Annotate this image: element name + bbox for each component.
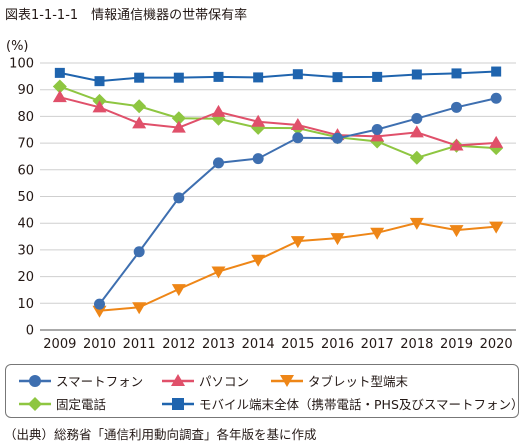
x-tick-label: 2009 [43,337,76,352]
data-point [94,76,105,87]
x-tick-label: 2014 [242,337,275,352]
data-point [54,67,65,78]
legend-marker-mobile [162,397,194,410]
data-point [173,192,185,204]
series-line-4 [59,70,497,83]
legend-marker-tablet [271,374,303,387]
x-tick-label: 2016 [321,337,354,352]
data-point [332,132,343,144]
y-tick-label: 40 [17,217,34,232]
x-tick-label: 2019 [440,337,473,352]
series-line-1 [59,96,497,147]
data-point [52,79,67,94]
data-point [52,90,67,103]
data-point [332,72,343,83]
data-point [409,217,424,230]
y-tick-label: 50 [17,190,34,205]
y-tick-label: 60 [17,163,34,178]
y-axis-unit: (%) [6,39,29,54]
y-tick-label: 30 [17,243,34,258]
data-point [171,284,186,297]
data-point [489,135,504,148]
legend-item-mobile: モバイル端末全体（携帯電話・PHS及びスマートフォン） [161,394,524,413]
data-point [451,101,462,113]
data-point [372,71,383,82]
data-point [251,254,266,267]
legend-marker-smartphone [19,374,51,387]
legend-item-pc: パソコン [161,371,249,390]
data-point [173,72,184,83]
y-tick-label: 80 [17,110,34,125]
data-point [92,100,107,113]
legend-label-pc: パソコン [199,374,250,389]
legend: スマートフォン パソコン タブレット型端末 固定電話 モバイル端末全体（携帯電話… [5,364,524,418]
y-tick-label: 90 [17,83,34,98]
legend-item-landline: 固定電話 [18,394,106,413]
y-tick-label: 100 [9,57,34,72]
x-tick-label: 2011 [123,337,156,352]
data-point [211,104,226,117]
data-point [490,92,502,104]
legend-label-landline: 固定電話 [56,397,107,412]
y-tick-label: 20 [17,270,34,285]
data-point [94,298,105,310]
data-point [449,225,464,238]
legend-label-smartphone: スマートフォン [56,374,144,389]
x-tick-label: 2015 [281,337,314,352]
data-point [451,68,462,79]
line-chart: 0 10 20 30 40 50 60 70 80 90 100 (%) 2009 2010 2011 201… [6,39,516,352]
data-point [132,302,147,315]
x-tick-label: 2012 [162,337,195,352]
data-point [133,246,145,258]
data-point [213,157,224,169]
x-tick-label: 2013 [202,337,235,352]
data-point [211,266,226,279]
legend-item-tablet: タブレット型端末 [270,371,408,390]
data-point [330,233,345,246]
series-line-3 [59,85,497,159]
data-point [409,150,424,165]
x-tick-label: 2018 [400,337,433,352]
legend-marker-pc [162,373,194,386]
data-point [370,129,385,142]
data-point [253,72,264,83]
data-point [213,71,224,82]
legend-label-mobile: モバイル端末全体（携帯電話・PHS及びスマートフォン） [199,397,524,412]
y-tick-label: 70 [17,137,34,152]
data-point [409,125,424,138]
data-point [132,116,147,129]
data-point [292,69,303,80]
legend-label-tablet: タブレット型端末 [308,374,409,389]
data-point [292,132,304,144]
data-point [370,227,385,240]
data-point [92,305,107,318]
data-point [489,221,504,234]
data-point [251,114,266,127]
y-tick-label: 10 [17,297,34,312]
data-point [371,123,383,135]
legend-item-smartphone: スマートフォン [18,371,143,390]
legend-marker-landline [19,396,51,411]
data-point [132,99,147,114]
y-tick-label: 0 [26,324,34,339]
data-point [171,120,186,133]
x-tick-label: 2020 [480,337,513,352]
data-point [411,113,423,125]
x-tick-label: 2017 [361,337,394,352]
chart-title: 図表1-1-1-1 情報通信機器の世帯保有率 [5,8,248,23]
data-point [449,138,464,151]
x-tick-label: 2010 [83,337,116,352]
data-point [411,69,422,80]
source-note: （出典）総務省「通信利用動向調査」各年版を基に作成 [4,427,317,442]
data-point [252,153,264,165]
data-point [134,72,145,83]
data-point [290,117,305,130]
data-point [290,236,305,249]
data-point [171,111,186,126]
data-point [491,66,502,77]
